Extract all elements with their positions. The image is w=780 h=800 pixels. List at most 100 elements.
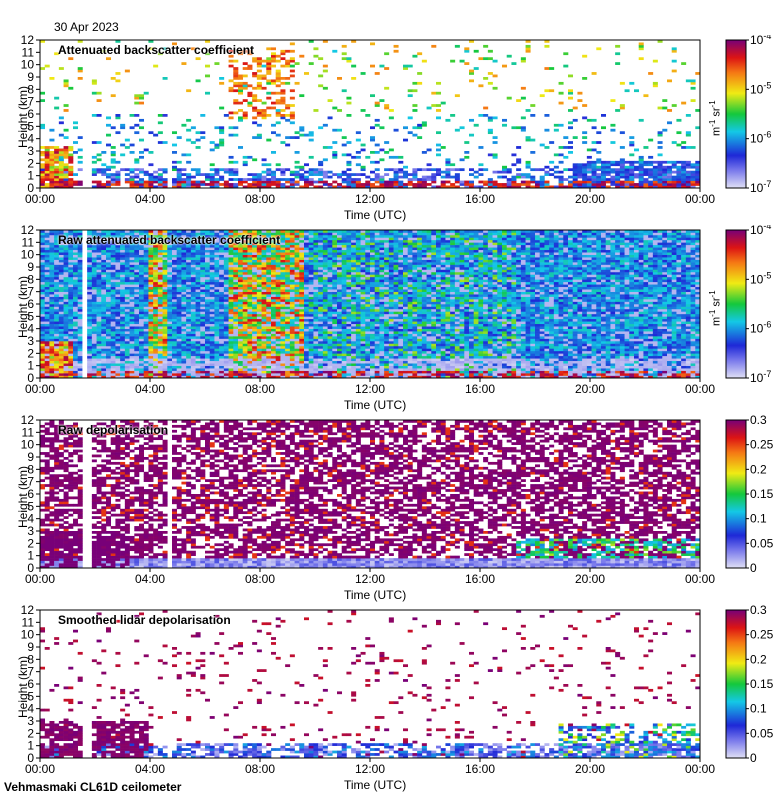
panel-2-colorbar-unit: m-1 sr-1 (708, 290, 723, 326)
x-tick-label: 04:00 (135, 572, 165, 586)
colorbar-tick-label: 0.25 (750, 438, 774, 452)
x-tick-label: 16:00 (465, 382, 495, 396)
panel-3-xlabel: Time (UTC) (344, 588, 407, 602)
colorbar-tick-label: 10-4 (750, 225, 771, 237)
colorbar-tick-label: 0.2 (750, 652, 767, 666)
x-tick-label: 20:00 (575, 382, 605, 396)
x-tick-label: 08:00 (245, 762, 275, 776)
y-tick-label: 11 (22, 235, 35, 249)
colorbar-tick-label: 0.3 (750, 415, 767, 427)
colorbar-tick-label: 0.15 (750, 677, 774, 691)
x-tick-label: 00:00 (25, 762, 55, 776)
y-tick-label: 5 (27, 689, 34, 703)
x-tick-label: 00:00 (685, 382, 715, 396)
x-tick-label: 00:00 (685, 762, 715, 776)
y-tick-label: 10 (21, 438, 35, 452)
y-tick-label: 4 (27, 702, 34, 716)
x-tick-label: 20:00 (575, 572, 605, 586)
panel-3-title: Raw depolarisation (58, 423, 169, 437)
colorbar-tick-label: 10-6 (750, 320, 771, 336)
y-tick-label: 0 (27, 751, 34, 765)
colorbar-tick-label: 10-5 (750, 80, 771, 96)
colorbar-tick-label: 0.3 (750, 605, 767, 617)
y-tick-label: 9 (27, 70, 34, 84)
panel-2-title: Raw attenuated backscatter coefficient (58, 233, 281, 247)
y-tick-label: 11 (22, 45, 35, 59)
colorbar-tick-label: 10-4 (750, 35, 771, 47)
y-tick-label: 0 (27, 181, 34, 195)
y-tick-label: 11 (22, 615, 35, 629)
panel-4-colorbar (725, 609, 747, 759)
x-tick-label: 00:00 (25, 382, 55, 396)
y-tick-label: 1 (27, 169, 34, 183)
y-tick-label: 9 (27, 260, 34, 274)
panel-1-heatmap (40, 40, 701, 189)
instrument-caption: Vehmasmaki CL61D ceilometer (4, 780, 182, 794)
panel-2-colorbar (725, 229, 747, 379)
x-tick-label: 04:00 (135, 382, 165, 396)
panel-1-colorbar (725, 39, 747, 189)
y-tick-label: 11 (22, 425, 35, 439)
y-tick-label: 1 (27, 549, 34, 563)
y-tick-label: 6 (27, 297, 34, 311)
panel-4-xlabel: Time (UTC) (344, 778, 407, 792)
x-tick-label: 16:00 (465, 192, 495, 206)
x-tick-label: 08:00 (245, 192, 275, 206)
y-tick-label: 8 (27, 82, 34, 96)
panel-2-xlabel: Time (UTC) (344, 398, 407, 412)
y-tick-label: 3 (27, 714, 34, 728)
y-tick-label: 5 (27, 119, 34, 133)
y-tick-label: 6 (27, 487, 34, 501)
y-tick-label: 3 (27, 144, 34, 158)
y-tick-label: 2 (27, 726, 34, 740)
x-tick-label: 20:00 (575, 192, 605, 206)
x-tick-label: 16:00 (465, 762, 495, 776)
panel-4-heatmap (40, 610, 701, 759)
colorbar-tick-label: 0.1 (750, 512, 767, 526)
colorbar-tick-label: 0 (750, 751, 757, 765)
panel-1-xlabel: Time (UTC) (344, 208, 407, 222)
y-tick-label: 8 (27, 272, 34, 286)
x-tick-label: 08:00 (245, 382, 275, 396)
colorbar-tick-label: 10-7 (750, 369, 771, 385)
colorbar-tick-label: 0.05 (750, 726, 774, 740)
y-tick-label: 10 (21, 248, 35, 262)
y-tick-label: 0 (27, 371, 34, 385)
panel-2-heatmap (40, 230, 701, 379)
panel-2-ylabel: Height (km) (16, 275, 30, 338)
x-tick-label: 16:00 (465, 572, 495, 586)
x-tick-label: 00:00 (685, 572, 715, 586)
y-tick-label: 12 (21, 225, 35, 237)
panel-3-heatmap (40, 420, 701, 569)
y-tick-label: 2 (27, 536, 34, 550)
y-tick-label: 2 (27, 156, 34, 170)
y-tick-label: 9 (27, 640, 34, 654)
panel-3-ylabel: Height (km) (16, 465, 30, 528)
y-tick-label: 12 (21, 605, 35, 617)
y-tick-label: 10 (21, 628, 35, 642)
y-tick-label: 4 (27, 132, 34, 146)
x-tick-label: 12:00 (355, 572, 385, 586)
panel-4-title: Smoothed lidar depolarisation (58, 613, 231, 627)
y-tick-label: 7 (27, 95, 34, 109)
colorbar-tick-label: 0.1 (750, 702, 767, 716)
colorbar-tick-label: 10-5 (750, 270, 771, 286)
y-tick-label: 7 (27, 285, 34, 299)
y-tick-label: 3 (27, 334, 34, 348)
panel-3-colorbar (725, 419, 747, 569)
plot-date: 30 Apr 2023 (54, 20, 119, 34)
x-tick-label: 00:00 (25, 192, 55, 206)
y-tick-label: 0 (27, 561, 34, 575)
y-tick-label: 1 (27, 739, 34, 753)
y-tick-label: 10 (21, 58, 35, 72)
colorbar-tick-label: 0.2 (750, 462, 767, 476)
x-tick-label: 04:00 (135, 192, 165, 206)
y-tick-label: 5 (27, 309, 34, 323)
colorbar-tick-label: 0 (750, 561, 757, 575)
y-tick-label: 7 (27, 665, 34, 679)
x-tick-label: 12:00 (355, 192, 385, 206)
y-tick-label: 1 (27, 359, 34, 373)
